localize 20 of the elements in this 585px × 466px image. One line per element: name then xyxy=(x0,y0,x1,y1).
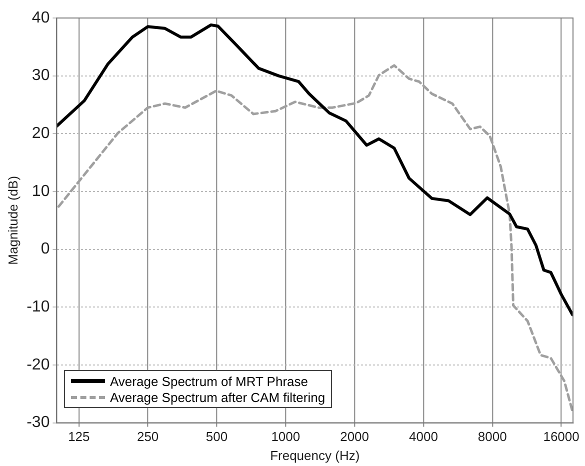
y-tick-label: -20 xyxy=(26,356,50,374)
x-tick-label: 500 xyxy=(206,429,228,444)
y-tick-label: 40 xyxy=(32,9,50,26)
y-tick-label: -10 xyxy=(26,298,50,316)
y-tick-label: 0 xyxy=(40,240,50,258)
x-tick-label: 125 xyxy=(68,429,90,444)
x-tick-label: 2000 xyxy=(340,429,370,444)
y-axis-title: Magnitude (dB) xyxy=(5,176,20,265)
x-tick-label: 1000 xyxy=(271,429,300,444)
y-tick-label: 10 xyxy=(32,182,50,200)
y-tick-label: -30 xyxy=(26,414,50,432)
legend-label: Average Spectrum after CAM filtering xyxy=(110,390,326,404)
legend-label: Average Spectrum of MRT Phrase xyxy=(110,374,308,388)
x-axis-title: Frequency (Hz) xyxy=(270,448,360,463)
y-tick-label: 20 xyxy=(32,125,50,142)
x-tick-label: 8000 xyxy=(478,429,507,444)
x-tick-label: 16000 xyxy=(543,429,580,444)
x-tick-label: 4000 xyxy=(409,429,438,444)
x-tick-label: 250 xyxy=(136,429,159,444)
y-tick-label: 30 xyxy=(32,67,50,84)
